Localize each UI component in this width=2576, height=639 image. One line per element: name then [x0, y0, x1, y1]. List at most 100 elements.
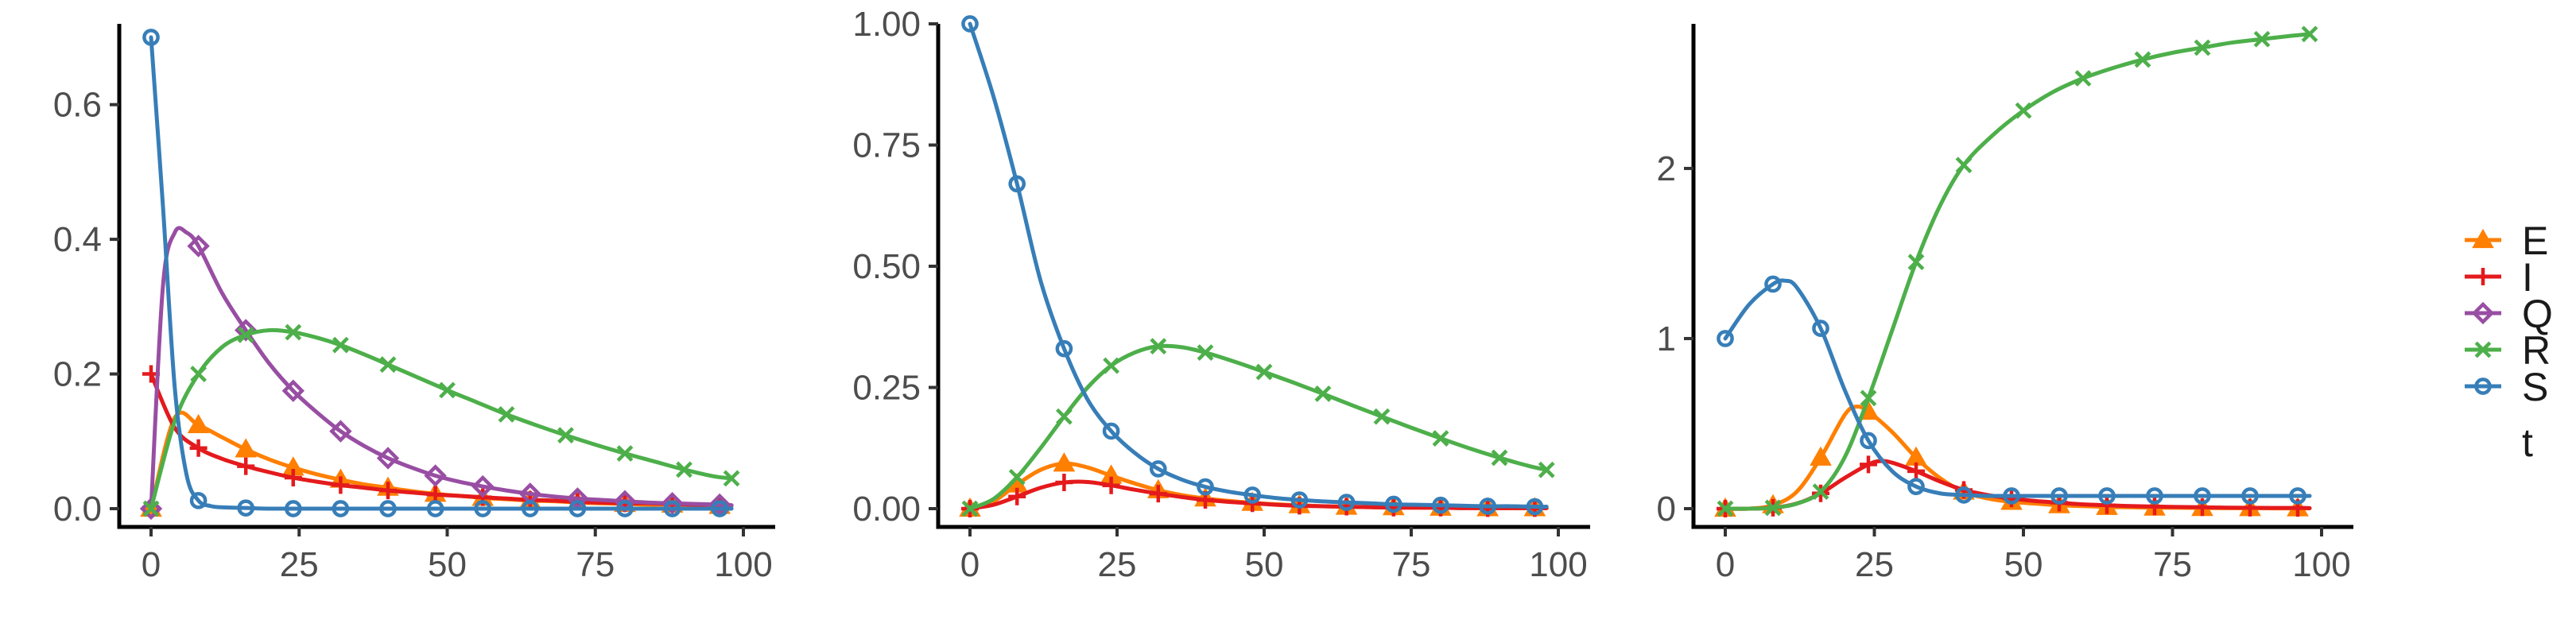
- point-R-0: [142, 500, 160, 517]
- point-I-6: [284, 469, 302, 487]
- point-S-12: [1243, 486, 1262, 504]
- point-R-6: [285, 323, 302, 341]
- point-R-10: [1955, 157, 1973, 174]
- point-S-20: [1432, 496, 1449, 514]
- y-tick-label: 0.4: [53, 220, 102, 259]
- point-Q-4: [187, 234, 210, 258]
- point-S-2: [1008, 175, 1026, 193]
- point-R-14: [1314, 385, 1332, 402]
- point-Q-12: [376, 447, 400, 470]
- point-E-2: [187, 413, 210, 434]
- line-S: [149, 35, 734, 511]
- point-E-4: [235, 438, 258, 458]
- point-R-10: [1197, 344, 1214, 361]
- point-S-7: [1860, 432, 1877, 450]
- point-R-8: [1907, 254, 1925, 271]
- point-I-8: [332, 476, 350, 494]
- point-R-14: [2074, 70, 2092, 87]
- series-R: [142, 323, 740, 517]
- x-tick-label: 25: [1098, 545, 1137, 584]
- point-Q-14: [424, 464, 447, 487]
- point-S-15: [426, 500, 444, 517]
- x-tick-label: 0: [960, 545, 980, 584]
- point-R-4: [1056, 408, 1073, 425]
- point-legend-S-0: [2474, 378, 2492, 395]
- legend-label-E: E: [2522, 219, 2548, 263]
- point-E-4: [1810, 446, 1832, 466]
- x-tick-label: 50: [1245, 545, 1284, 584]
- point-R-12: [439, 381, 456, 399]
- point-S-14: [1290, 491, 1309, 509]
- legend-label-S: S: [2522, 365, 2548, 409]
- x-tick-label: 25: [1855, 545, 1894, 584]
- x-tick-label: 100: [1529, 545, 1587, 584]
- point-I-2: [1008, 487, 1026, 505]
- point-S-22: [1479, 498, 1497, 515]
- point-R-22: [723, 470, 740, 487]
- point-Q-10: [329, 420, 352, 443]
- point-R-22: [2301, 25, 2318, 43]
- point-S-17: [2098, 487, 2116, 505]
- line-R: [968, 343, 1549, 511]
- y-tick-label: 1: [1657, 320, 1676, 358]
- point-legend-R-0: [2474, 341, 2492, 358]
- point-I-10: [379, 482, 397, 500]
- series-S: [142, 29, 734, 517]
- point-R-18: [1432, 430, 1449, 447]
- panels: 0.00.20.40.60 25 50 75 1000.000.250.500.751.…: [53, 5, 2353, 584]
- point-R-0: [961, 500, 979, 517]
- point-R-6: [1860, 389, 1877, 407]
- series-R: [1717, 25, 2318, 517]
- point-legend-Q-0: [2471, 301, 2495, 325]
- legend-item-R: R: [2465, 328, 2551, 373]
- point-S-24: [1526, 498, 1544, 516]
- point-I-6: [1102, 476, 1120, 494]
- line-S: [968, 21, 1549, 509]
- point-S-6: [1102, 422, 1120, 440]
- y-tick-label: 0.50: [852, 247, 921, 286]
- panel-3: 0 1 2 0 25 50 75 100: [1657, 24, 2353, 584]
- point-R-18: [616, 445, 634, 462]
- x-tick-label: 75: [576, 545, 615, 584]
- point-S-21: [2194, 487, 2211, 505]
- point-R-20: [1491, 449, 1508, 467]
- panel-1: 0.0 0.2 0.4 0.6 0 25 50 75 100: [53, 24, 775, 584]
- point-R-16: [1373, 408, 1391, 425]
- point-R-16: [2134, 51, 2151, 68]
- point-S-11: [332, 500, 350, 517]
- point-R-20: [676, 461, 692, 478]
- x-tick-label: 0: [142, 545, 161, 584]
- point-Q-16: [471, 474, 495, 498]
- point-S-16: [1337, 494, 1356, 511]
- point-S-15: [2050, 487, 2068, 505]
- point-S-21: [568, 500, 587, 517]
- series-S: [961, 15, 1549, 516]
- legend-extra-label: t: [2522, 420, 2533, 465]
- point-E-4: [1053, 452, 1076, 472]
- point-I-6: [1860, 455, 1877, 474]
- point-S-25: [2289, 487, 2306, 505]
- point-R-14: [498, 405, 515, 423]
- legend-label-I: I: [2522, 255, 2533, 300]
- point-R-4: [237, 327, 254, 343]
- legend-item-Q: Q: [2465, 292, 2553, 336]
- point-I-19: [2146, 498, 2163, 516]
- point-S-9: [1907, 478, 1925, 496]
- point-R-4: [1812, 483, 1829, 500]
- point-R-10: [379, 356, 397, 374]
- point-I-9: [1907, 462, 1925, 480]
- point-R-12: [1255, 363, 1273, 381]
- x-tick-label: 100: [714, 545, 772, 584]
- legend-label-R: R: [2522, 328, 2551, 373]
- y-tick-label: 0: [1657, 490, 1676, 529]
- point-R-2: [190, 366, 207, 382]
- x-tick-label: 75: [1392, 545, 1431, 584]
- series-R: [961, 338, 1555, 517]
- point-S-25: [663, 500, 681, 517]
- x-tick-label: 25: [280, 545, 319, 584]
- point-S-17: [474, 500, 492, 517]
- x-tick-label: 75: [2153, 545, 2192, 584]
- y-tick-label: 0.75: [852, 126, 921, 165]
- point-S-13: [379, 500, 397, 517]
